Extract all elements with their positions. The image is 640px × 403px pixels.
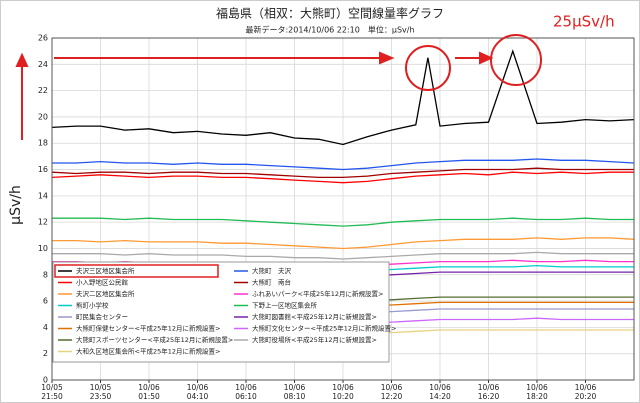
y-tick-label: 12 [38, 218, 48, 227]
legend-label: 大熊町図書館<平成25年12月に新規設置> [252, 312, 377, 321]
y-tick-label: 24 [38, 60, 48, 69]
arrow-head [479, 51, 494, 65]
x-tick-time: 20:20 [575, 392, 597, 401]
highlight-circle [490, 34, 542, 86]
legend-box [52, 261, 390, 363]
y-tick-label: 8 [43, 270, 48, 279]
x-tick-time: 08:10 [284, 392, 306, 401]
legend-label: 下野上一区地区集会所 [252, 301, 318, 310]
x-tick-date: 10/06 [526, 383, 548, 392]
legend-label: 大和久区地区集会所<平成25年12月に新規設置> [76, 347, 220, 356]
arrow-head [379, 51, 395, 65]
x-tick-time: 12:20 [381, 392, 403, 401]
arrow-head [15, 52, 29, 67]
x-tick-date: 10/06 [187, 383, 209, 392]
legend-label: 大熊町文化センター<平成25年12月に新規設置> [252, 324, 396, 333]
x-tick-date: 10/06 [478, 383, 500, 392]
y-tick-label: 22 [38, 86, 48, 95]
x-tick-date: 10/06 [332, 383, 354, 392]
series-line [51, 49, 635, 146]
y-tick-label: 26 [38, 34, 48, 43]
x-tick-time: 21:50 [41, 392, 63, 401]
x-tick-time: 06:10 [235, 392, 257, 401]
y-tick-label: 10 [38, 244, 48, 253]
series-line [52, 158, 635, 171]
y-tick-label: 4 [43, 323, 48, 332]
legend-label: 大熊町 南台 [252, 278, 291, 287]
legend-label: 熊町小学校 [76, 301, 109, 310]
x-tick-time: 04:10 [187, 392, 209, 401]
x-tick-time: 18:20 [526, 392, 548, 401]
chart-title: 福島県（相双：大熊町）空間線量率グラフ [216, 6, 444, 21]
annotations [15, 34, 542, 140]
x-tick-date: 10/05 [41, 383, 63, 392]
y-tick-label: 18 [38, 139, 48, 148]
y-tick-label: 16 [38, 165, 48, 174]
legend-label: ふれあいパーク<平成25年12月に新規設置> [252, 289, 383, 298]
y-axis-label: μSv/h [8, 185, 24, 225]
series-line [51, 167, 634, 179]
chart-subtitle: 最新データ:2014/10/06 22:10 単位：μSv/h [245, 25, 414, 35]
series-line [51, 171, 634, 184]
legend-label: 小入野地区公民館 [76, 278, 129, 287]
x-tick-date: 10/06 [381, 383, 403, 392]
x-tick-time: 23:50 [90, 392, 112, 401]
x-tick-date: 10/05 [90, 383, 112, 392]
x-tick-time: 10:20 [332, 392, 354, 401]
y-tick-label: 20 [38, 112, 48, 121]
legend-label: 大熊町 夫沢 [252, 266, 292, 275]
highlight-circle [405, 45, 451, 91]
legend: 夫沢三区地区集会所小入野地区公民館夫沢二区地区集会所熊町小学校町民集会センター大… [52, 261, 396, 363]
x-tick-date: 10/06 [429, 383, 451, 392]
legend-label: 町民集会センター [76, 312, 128, 321]
y-tick-label: 2 [43, 349, 48, 358]
series-line [52, 237, 635, 250]
series-line [52, 217, 634, 227]
legend-label: 夫沢二区地区集会所 [76, 289, 135, 298]
legend-label: 大熊町保健センター<平成25年12月に新規設置> [76, 324, 220, 333]
x-tick-date: 10/06 [235, 383, 257, 392]
legend-label: 大熊町役場所<平成25年12月に新規設置> [252, 335, 377, 344]
series-line [52, 251, 634, 260]
plot-border [51, 37, 635, 381]
x-tick-date: 10/06 [575, 383, 597, 392]
x-tick-time: 14:20 [429, 392, 451, 401]
y-tick-label: 6 [43, 297, 48, 306]
legend-label: 夫沢三区地区集会所 [76, 266, 135, 275]
legend-highlight [54, 264, 219, 278]
x-tick-date: 10/06 [284, 383, 306, 392]
x-tick-time: 16:20 [478, 392, 500, 401]
y-tick-label: 0 [43, 376, 48, 385]
y-tick-label: 14 [38, 191, 48, 200]
annotation: 25μSv/h [553, 13, 615, 31]
x-tick-time: 01:50 [138, 392, 160, 401]
x-tick-date: 10/06 [138, 383, 160, 392]
legend-label: 大熊町スポーツセンター<平成25年12月に新規設置> [76, 335, 233, 344]
